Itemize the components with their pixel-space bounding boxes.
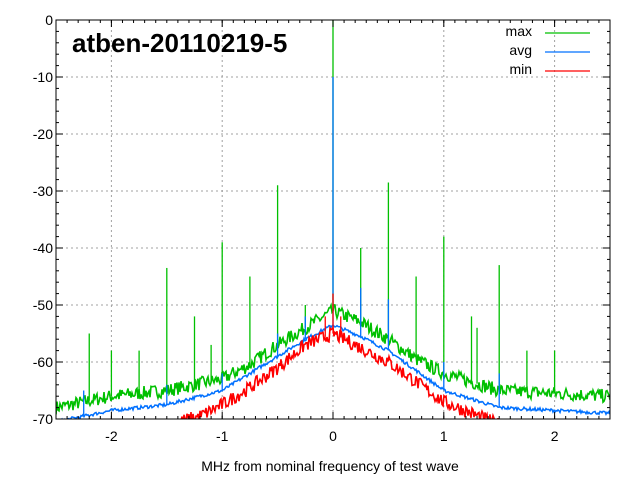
- x-tick-label: 2: [551, 428, 559, 444]
- y-tick-label: -20: [33, 126, 53, 142]
- y-tick-label: -50: [33, 297, 53, 313]
- ticks: -2 -1 0 1 20-10-20-30-40-50-60-70: [33, 12, 611, 444]
- y-tick-label: 0: [45, 12, 53, 28]
- legend-label-avg: avg: [509, 42, 532, 58]
- x-tick-label: -1: [216, 428, 229, 444]
- legend: max avg min: [506, 23, 590, 77]
- y-tick-label: -30: [33, 183, 53, 199]
- y-tick-label: -40: [33, 240, 53, 256]
- x-tick-label: -2: [105, 428, 118, 444]
- chart-title: atben-20110219-5: [72, 28, 287, 58]
- y-tick-label: -10: [33, 69, 53, 85]
- series-group: [56, 20, 610, 419]
- legend-label-min: min: [509, 61, 532, 77]
- x-tick-label: 0: [329, 428, 337, 444]
- y-tick-label: -70: [33, 411, 53, 427]
- x-tick-label: 1: [440, 428, 448, 444]
- legend-label-max: max: [506, 23, 532, 39]
- y-tick-label: -60: [33, 354, 53, 370]
- series-min: [169, 293, 499, 419]
- x-axis-label: MHz from nominal frequency of test wave: [201, 458, 459, 474]
